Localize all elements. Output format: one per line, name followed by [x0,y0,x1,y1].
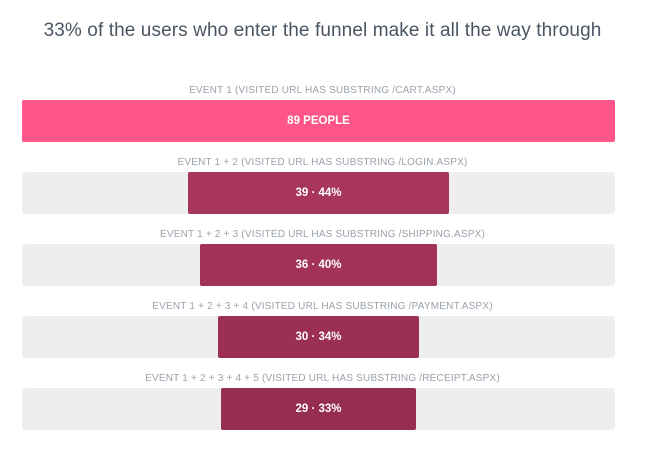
funnel-step-label: Event 1 (visited URL has substring /cart… [189,85,456,96]
funnel-step-value: 29 · 33% [295,403,342,415]
funnel-step-track: 30 · 34% [22,316,615,358]
funnel-step-value: 30 · 34% [295,331,342,343]
funnel-step-label: Event 1 + 2 + 3 + 4 (visited URL has sub… [152,301,493,312]
funnel-step-bar[interactable]: 36 · 40% [199,244,438,286]
funnel-step-track: 29 · 33% [22,388,615,430]
funnel-step-value: 89 people [287,115,350,127]
funnel-step-track: 89 people [22,100,615,142]
funnel-step-value: 39 · 44% [295,187,342,199]
funnel-step-value: 36 · 40% [295,259,342,271]
funnel-step-label: Event 1 + 2 + 3 (visited URL has substri… [159,229,486,240]
funnel-step-bar[interactable]: 89 people [22,100,615,142]
funnel-step-track: 36 · 40% [22,244,615,286]
funnel-step-label: Event 1 + 2 + 3 + 4 + 5 (visited URL has… [145,373,500,384]
funnel-step-bar[interactable]: 29 · 33% [220,388,417,430]
funnel-summary-title: 33% of the users who enter the funnel ma… [43,20,602,41]
funnel-step-label: Event 1 + 2 (visited URL has substring /… [177,157,468,168]
funnel-step-bar[interactable]: 30 · 34% [217,316,420,358]
funnel-step-track: 39 · 44% [22,172,615,214]
funnel-step-bar[interactable]: 39 · 44% [188,172,449,214]
